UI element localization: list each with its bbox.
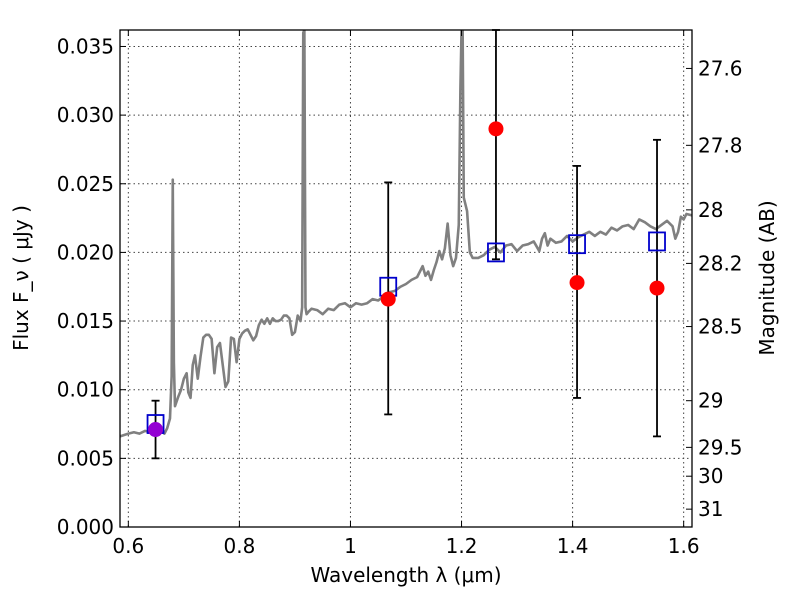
x-tick-label: 1.2 xyxy=(446,534,478,558)
x-tick-label: 1 xyxy=(344,534,357,558)
y2-tick-label: 27.6 xyxy=(698,56,743,80)
data-layer xyxy=(120,30,692,438)
x-tick-label: 0.6 xyxy=(112,534,144,558)
y-tick-label: 0.030 xyxy=(57,103,114,127)
y-tick-label: 0.010 xyxy=(57,378,114,402)
y-tick-label: 0.005 xyxy=(57,446,114,470)
y-tick-label: 0.035 xyxy=(57,34,114,58)
y-tick-label: 0.000 xyxy=(57,515,114,539)
y2-tick-label: 28.5 xyxy=(698,315,743,339)
x-tick-label: 1.4 xyxy=(557,534,589,558)
y-tick-label: 0.020 xyxy=(57,240,114,264)
markers xyxy=(146,121,666,438)
y2-tick-label: 29.5 xyxy=(698,435,743,459)
plot-background xyxy=(120,30,692,527)
y-tick-label: 0.015 xyxy=(57,309,114,333)
model-photometry-square xyxy=(487,242,505,263)
y2-tick-label: 28.2 xyxy=(698,251,743,275)
x-tick-label: 0.8 xyxy=(223,534,255,558)
y2-tick-label: 29 xyxy=(698,389,723,413)
y-axis-label: Flux F_ν ( μJy ) xyxy=(9,205,33,351)
y2-tick-label: 27.8 xyxy=(698,133,743,157)
observed-flux-point xyxy=(488,121,504,137)
observed-flux-point xyxy=(148,422,164,438)
y2-tick-label: 28 xyxy=(698,198,723,222)
y2-tick-label: 31 xyxy=(698,497,723,521)
plot-frame xyxy=(119,29,693,528)
x-axis-label: Wavelength λ (μm) xyxy=(310,563,501,587)
model-spectrum-line xyxy=(120,30,692,438)
ticks: 0.6 0.8 1 1.2 1.4 1.6 0.000 0.005 0.010 0.015 0.02… xyxy=(57,30,743,558)
y2-axis-label: Magnitude (AB) xyxy=(755,200,779,355)
model-photometry-square xyxy=(568,234,586,255)
observed-flux-point xyxy=(649,280,665,296)
model-photometry-square xyxy=(648,231,666,252)
observed-flux-point xyxy=(569,275,585,291)
y2-tick-label: 30 xyxy=(698,464,723,488)
x-tick-label: 1.6 xyxy=(668,534,700,558)
y-tick-label: 0.025 xyxy=(57,172,114,196)
observed-flux-point xyxy=(380,291,396,307)
